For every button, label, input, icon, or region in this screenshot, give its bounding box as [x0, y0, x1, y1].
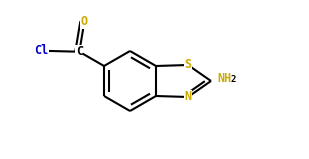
Text: Cl: Cl: [34, 44, 49, 57]
Text: C: C: [76, 45, 83, 58]
Text: O: O: [81, 15, 88, 28]
Text: 2: 2: [231, 76, 236, 84]
Text: NH: NH: [217, 72, 231, 84]
Text: S: S: [184, 59, 192, 72]
Text: N: N: [184, 90, 192, 104]
